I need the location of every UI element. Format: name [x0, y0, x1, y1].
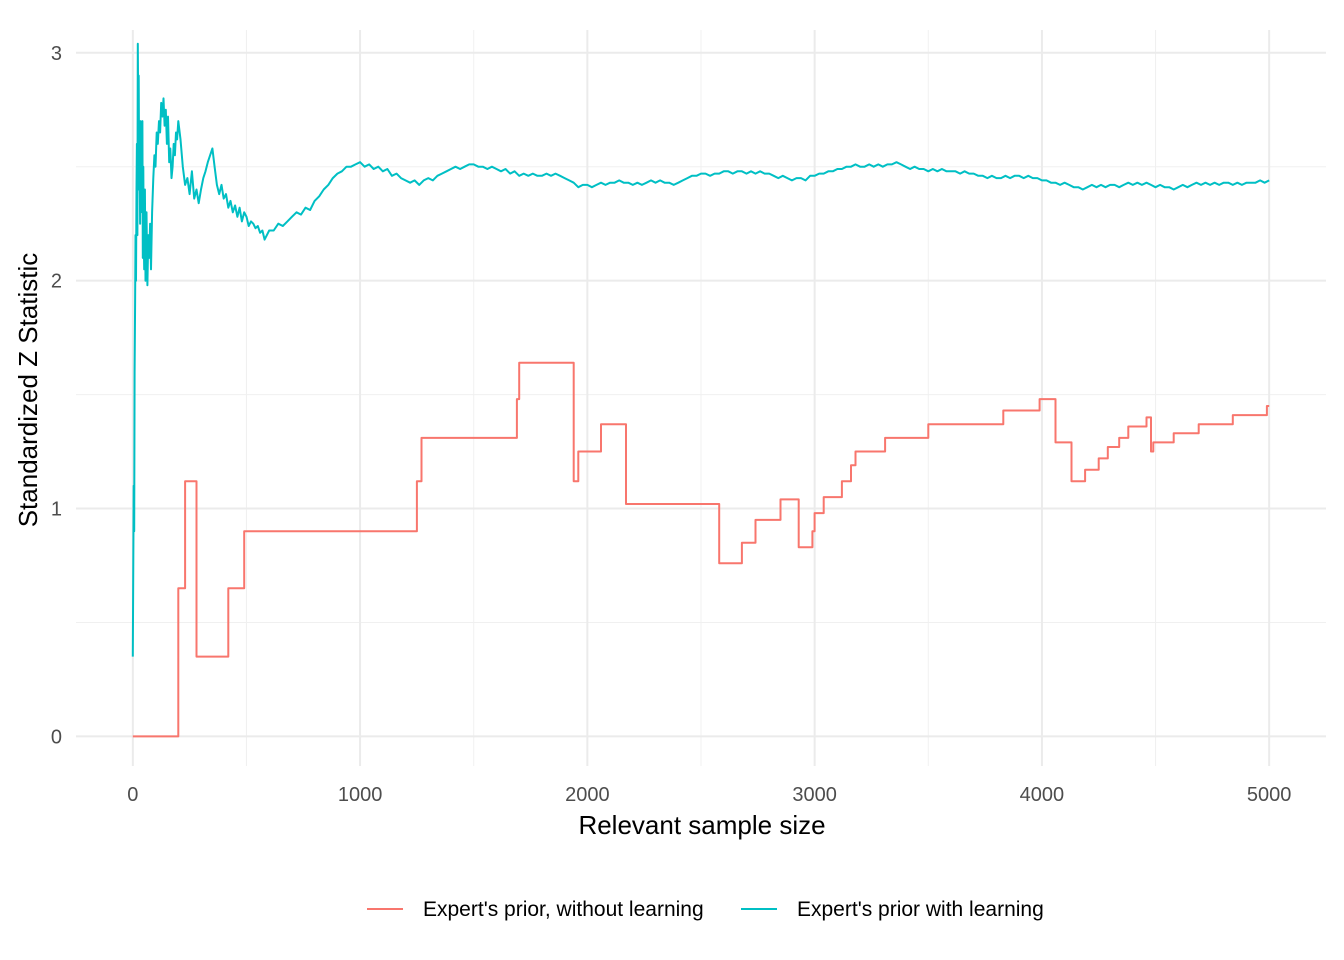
x-axis-ticks: 0 1000 2000 3000 4000 5000 — [127, 784, 1291, 806]
x-tick-label: 1000 — [338, 784, 383, 806]
x-tick-label: 0 — [127, 784, 138, 806]
y-tick-label: 2 — [51, 271, 62, 293]
y-axis-title: Standardized Z Statistic — [13, 253, 43, 528]
series-layer — [131, 42, 1270, 738]
x-tick-label: 2000 — [565, 784, 610, 806]
legend: Expert's prior, without learning Expert's… — [367, 898, 1044, 921]
major-gridlines — [76, 30, 1326, 766]
x-tick-label: 3000 — [792, 784, 837, 806]
y-tick-label: 0 — [51, 726, 62, 748]
legend-label-2: Expert's prior with learning — [797, 898, 1044, 921]
series-line-1 — [132, 361, 1270, 738]
x-axis-title: Relevant sample size — [578, 810, 825, 840]
y-tick-label: 1 — [51, 499, 62, 521]
x-tick-label: 4000 — [1020, 784, 1065, 806]
y-tick-label: 3 — [51, 43, 62, 65]
series-line-2 — [131, 42, 1270, 657]
x-tick-label: 5000 — [1247, 784, 1292, 806]
minor-gridlines — [76, 30, 1326, 766]
y-axis-ticks: 0 1 2 3 — [51, 43, 62, 749]
legend-label-1: Expert's prior, without learning — [423, 898, 704, 921]
